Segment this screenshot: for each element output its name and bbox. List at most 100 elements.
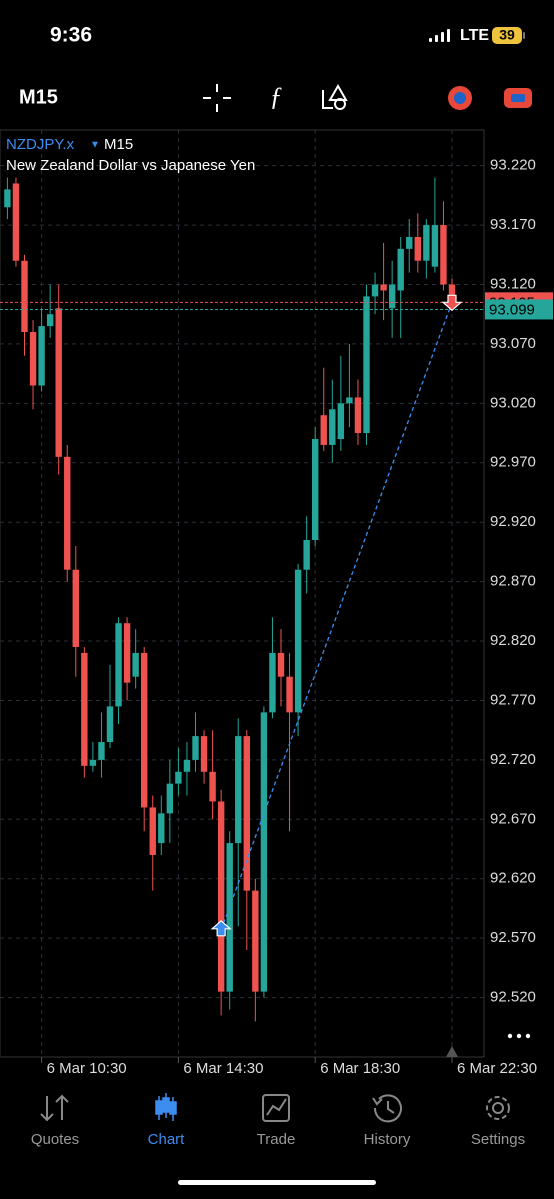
candle-body bbox=[388, 284, 396, 309]
y-tick-label: 93.070 bbox=[490, 335, 536, 352]
candle-body bbox=[166, 783, 174, 814]
y-tick-label: 92.970 bbox=[490, 454, 536, 471]
candle-body bbox=[72, 569, 79, 647]
ask-label-box bbox=[485, 299, 553, 320]
tab-label[interactable]: Chart bbox=[148, 1131, 186, 1148]
y-tick-label: 92.820 bbox=[490, 632, 536, 649]
symbol[interactable]: NZDJPY.x bbox=[6, 136, 75, 153]
candle-body bbox=[329, 409, 336, 445]
y-tick-label: 92.870 bbox=[490, 573, 536, 590]
settings-icon bbox=[486, 1096, 510, 1120]
candle-body bbox=[235, 736, 242, 844]
candle-body bbox=[4, 189, 11, 208]
candle-body bbox=[141, 652, 148, 808]
candle-body bbox=[149, 807, 156, 855]
tab-label[interactable]: History bbox=[364, 1131, 411, 1148]
candle-body bbox=[380, 284, 387, 291]
candle-body bbox=[200, 736, 208, 772]
trade-button[interactable] bbox=[504, 88, 532, 108]
x-tick-label: 6 Mar 18:30 bbox=[320, 1060, 400, 1077]
candle-body bbox=[21, 260, 28, 333]
battery bbox=[492, 27, 522, 44]
candle-body bbox=[423, 225, 430, 261]
symbol-description: New Zealand Dollar vs Japanese Yen bbox=[6, 157, 255, 174]
x-tick-label: 6 Mar 22:30 bbox=[457, 1060, 537, 1077]
candle-body bbox=[132, 652, 139, 677]
candle-body bbox=[38, 326, 45, 386]
ask-label: 93.099 bbox=[489, 301, 535, 318]
candle-body bbox=[158, 813, 165, 844]
candle-body bbox=[106, 706, 114, 743]
tab-label[interactable]: Settings bbox=[471, 1131, 525, 1148]
candle-body bbox=[123, 623, 131, 683]
candle-body bbox=[192, 736, 199, 760]
candle-body bbox=[81, 652, 88, 766]
candle-body bbox=[414, 236, 421, 261]
more-button[interactable] bbox=[507, 1033, 531, 1039]
battery-level: 39 bbox=[499, 27, 515, 43]
network: LTE bbox=[460, 27, 489, 44]
candle-body bbox=[115, 623, 122, 707]
candle-body bbox=[337, 403, 345, 439]
y-tick-label: 92.920 bbox=[490, 513, 536, 530]
candle-body bbox=[440, 225, 447, 285]
candle-body bbox=[209, 771, 216, 802]
candle-body bbox=[277, 652, 285, 677]
y-tick-label: 92.520 bbox=[490, 989, 536, 1006]
timeframe-button[interactable]: M15 bbox=[19, 86, 58, 108]
y-tick-label: 92.720 bbox=[490, 751, 536, 768]
y-tick-label: 93.020 bbox=[490, 394, 536, 411]
oneclick-button[interactable] bbox=[448, 86, 472, 110]
home-indicator bbox=[178, 1180, 376, 1185]
candle-body bbox=[46, 314, 54, 327]
candle-body bbox=[303, 540, 310, 570]
indicators-button[interactable]: ƒ bbox=[270, 82, 283, 111]
history-icon bbox=[372, 1094, 402, 1123]
y-tick-label: 92.570 bbox=[490, 929, 536, 946]
y-tick-label: 92.770 bbox=[490, 691, 536, 708]
tab-bar bbox=[40, 1093, 510, 1123]
y-tick-label: 92.670 bbox=[490, 810, 536, 827]
candle-body bbox=[55, 308, 62, 457]
candle-body bbox=[269, 652, 276, 713]
y-tick-label: 93.220 bbox=[490, 157, 536, 174]
candle-body bbox=[183, 759, 191, 772]
candle-body bbox=[406, 236, 413, 249]
x-tick-label: 6 Mar 10:30 bbox=[47, 1060, 127, 1077]
candle-body bbox=[89, 759, 97, 766]
y-tick-label: 93.170 bbox=[490, 216, 536, 233]
tab-label[interactable]: Trade bbox=[257, 1131, 296, 1148]
y-tick-label: 92.620 bbox=[490, 870, 536, 887]
candle-body bbox=[320, 415, 327, 445]
y-tick-label: 93.120 bbox=[490, 275, 536, 292]
x-tick-label: 6 Mar 14:30 bbox=[183, 1060, 263, 1077]
plot bbox=[0, 130, 484, 1057]
candle-body bbox=[397, 248, 404, 291]
candle-body bbox=[175, 771, 182, 784]
objects-button[interactable] bbox=[322, 83, 348, 110]
chart-icon bbox=[155, 1093, 177, 1121]
candle-body bbox=[371, 284, 379, 297]
candle-body bbox=[64, 456, 71, 570]
candle-body bbox=[431, 225, 439, 267]
candle-body bbox=[363, 296, 370, 434]
candle-body bbox=[217, 801, 225, 992]
candle-body bbox=[286, 676, 293, 713]
symbol-dropdown[interactable]: ▼ bbox=[90, 140, 100, 151]
chart-timeframe: M15 bbox=[104, 136, 133, 153]
tab-label[interactable]: Quotes bbox=[31, 1131, 79, 1148]
candle-body bbox=[12, 183, 20, 261]
trade-icon bbox=[262, 1094, 290, 1122]
candle-body bbox=[260, 712, 268, 992]
sell-arrow bbox=[441, 294, 463, 312]
quotes-icon bbox=[40, 1094, 69, 1122]
candle-body bbox=[354, 397, 362, 434]
candle-body bbox=[448, 284, 456, 303]
candle-body bbox=[98, 742, 105, 760]
scroll-marker bbox=[446, 1046, 458, 1057]
candle-body bbox=[252, 890, 259, 992]
crosshair-button[interactable] bbox=[203, 84, 231, 112]
buy-arrow bbox=[210, 920, 232, 937]
